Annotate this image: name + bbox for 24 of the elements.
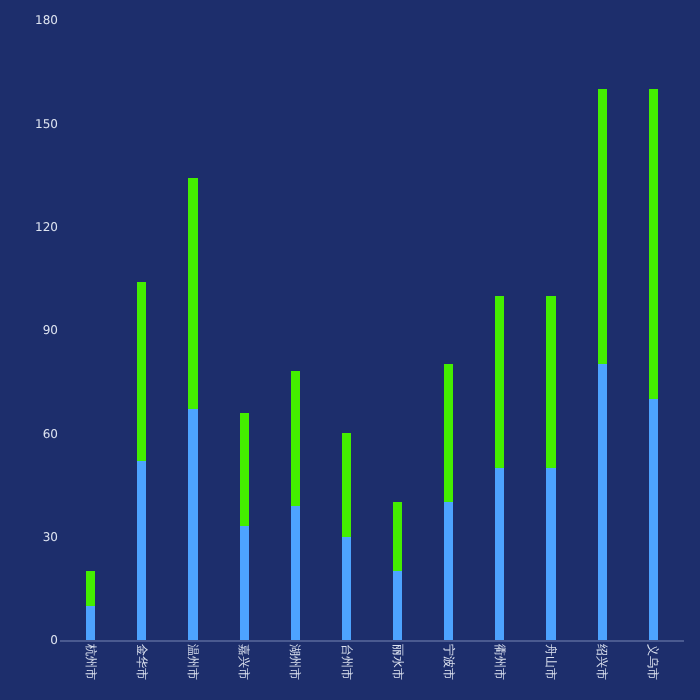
- bar: [597, 88, 607, 365]
- bar: [444, 364, 454, 503]
- bar: [597, 364, 607, 640]
- bar: [239, 412, 249, 527]
- bar: [86, 605, 96, 640]
- bar: [392, 571, 403, 640]
- bar: [444, 502, 454, 640]
- bar: [546, 467, 556, 640]
- bar: [392, 502, 403, 572]
- bar: [86, 571, 96, 606]
- bar: [648, 398, 658, 640]
- bar: [341, 536, 352, 640]
- bar: [188, 178, 198, 410]
- bar: [137, 281, 147, 461]
- bar: [495, 295, 505, 468]
- bar: [239, 526, 249, 640]
- bar: [137, 460, 147, 640]
- bar: [546, 295, 556, 468]
- bar: [341, 433, 352, 537]
- bar: [290, 505, 300, 640]
- bar: [290, 371, 300, 506]
- bar: [188, 409, 198, 640]
- bar: [648, 88, 658, 399]
- bar: [495, 467, 505, 640]
